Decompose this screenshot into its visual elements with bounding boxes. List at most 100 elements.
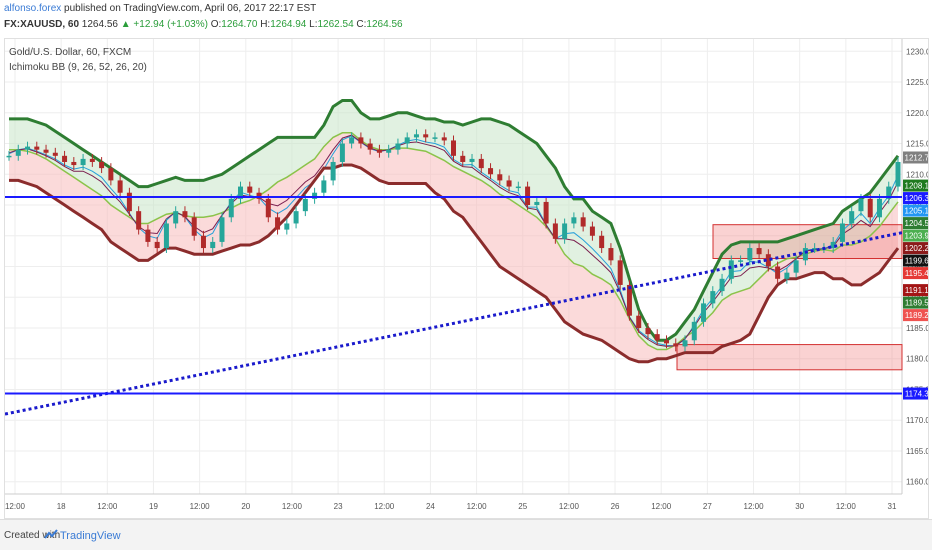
candle-body — [543, 201, 549, 224]
low-value: 1262.54 — [317, 19, 354, 30]
candle-body — [182, 211, 188, 218]
middle-band-line — [9, 132, 899, 351]
candle-body — [580, 217, 586, 227]
trendline — [5, 231, 903, 416]
open-label: O: — [210, 19, 222, 30]
price-label-box — [903, 217, 928, 230]
y-tick-label: 1160.00 — [906, 478, 929, 487]
price-chart[interactable]: 1230.00 1225.00 1220.00 1215.00 1210.00 1205.… — [5, 39, 929, 519]
x-tick-label: 12:00 — [97, 502, 118, 511]
x-tick-label: 23 — [334, 502, 343, 511]
tradingview-brand[interactable]: TradingView — [60, 530, 121, 542]
candle-body — [589, 226, 595, 236]
price-label: 1212.73 — [905, 153, 929, 162]
low-label: L: — [309, 19, 318, 30]
candle-body — [728, 260, 734, 279]
candle-body — [608, 248, 614, 261]
candle-body — [43, 149, 49, 153]
candle-body — [451, 140, 456, 156]
candle-body — [626, 284, 632, 316]
candle-body — [339, 143, 345, 162]
lower-band-line — [9, 163, 900, 364]
x-tick-label: 12:00 — [282, 502, 303, 511]
price-label-box — [903, 254, 928, 267]
x-tick-label: 31 — [888, 502, 897, 511]
price-label-box — [903, 242, 928, 255]
candle-body — [895, 161, 901, 187]
price-label: 1205.16 — [905, 207, 929, 216]
high-value: 1264.94 — [270, 19, 307, 30]
price-label: 1203.91 — [905, 232, 929, 241]
candle-body — [238, 186, 244, 199]
candle-body — [80, 158, 86, 166]
candle-body — [191, 217, 197, 236]
candle-body — [886, 186, 892, 199]
candle-body — [395, 143, 401, 150]
price-label: 1204.51 — [905, 219, 929, 228]
candle-body — [497, 174, 503, 181]
candle-body — [432, 137, 438, 139]
candle-body — [136, 211, 142, 230]
candle-body — [154, 241, 160, 249]
x-tick-label: 24 — [426, 502, 435, 511]
chart-legend: Gold/U.S. Dollar, 60, FXCM Ichimoku BB (… — [9, 45, 147, 75]
candle-body — [682, 340, 688, 347]
candle-body — [330, 161, 336, 181]
candle-body — [701, 303, 707, 322]
open-value: 1264.70 — [221, 19, 258, 30]
candle-body — [200, 235, 206, 249]
x-tick-label: 12:00 — [374, 502, 395, 511]
candle-body — [525, 186, 531, 206]
candle-body — [654, 334, 660, 341]
publisher-line: alfonso.forex published on TradingView.c… — [4, 3, 316, 14]
y-tick-label: 1195.00 — [906, 263, 929, 272]
candle-body — [515, 186, 521, 189]
x-tick-label: 12:00 — [651, 502, 672, 511]
candle-body — [793, 260, 799, 273]
price-label: 1191.16 — [905, 286, 929, 295]
upper-band-line — [9, 99, 900, 342]
y-tick-label: 1230.00 — [906, 47, 929, 56]
symbol-label: FX:XAUUSD, 60 — [4, 19, 80, 30]
last-price: 1264.56 — [81, 19, 118, 30]
y-tick-label: 1215.00 — [906, 140, 929, 149]
indicator-label[interactable]: Ichimoku BB (9, 26, 52, 26, 20) — [9, 62, 147, 73]
candle-body — [506, 180, 512, 187]
price-label-box — [903, 179, 928, 192]
candle-body — [617, 260, 623, 285]
candle-body — [738, 260, 744, 262]
price-label-box — [903, 151, 928, 164]
candle-body — [25, 146, 31, 150]
candle-body — [867, 198, 873, 218]
price-label: 1189.57 — [905, 299, 929, 308]
chart-area[interactable]: 1230.00 1225.00 1220.00 1215.00 1210.00 1205.… — [4, 38, 929, 519]
author-link[interactable]: alfonso.forex — [4, 3, 62, 14]
candle-body — [599, 235, 605, 249]
candle-body — [775, 266, 781, 279]
candle-body — [293, 211, 299, 224]
footer-bar: Created with TradingView — [0, 519, 932, 550]
x-tick-label: 12:00 — [559, 502, 580, 511]
candle-body — [15, 149, 21, 156]
cloud-red — [9, 132, 898, 362]
candle-body — [636, 315, 642, 328]
price-label: 1189.29 — [905, 311, 929, 320]
x-tick-label: 30 — [795, 502, 804, 511]
candle-body — [404, 137, 410, 144]
candle-body — [756, 248, 762, 255]
candle-body — [376, 149, 382, 153]
y-tick-label: 1210.00 — [906, 170, 929, 179]
candle-body — [691, 321, 697, 341]
x-tick-label: 26 — [611, 502, 620, 511]
candle-body — [830, 241, 836, 249]
candle-body — [312, 192, 318, 199]
y-tick-label: 1180.00 — [906, 355, 929, 364]
tradingview-logo-icon — [44, 529, 58, 539]
candle-body — [302, 198, 308, 212]
candle-body — [108, 168, 114, 181]
close-label: C: — [356, 19, 367, 30]
price-label: 1174.34 — [905, 390, 929, 399]
candle-body — [71, 161, 77, 166]
x-tick-label: 12:00 — [467, 502, 488, 511]
price-label-box — [903, 192, 928, 205]
